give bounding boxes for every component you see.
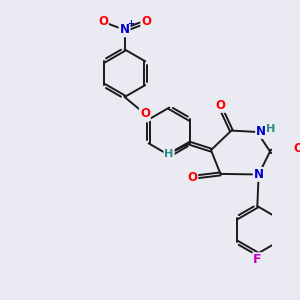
Text: +: + <box>127 20 134 28</box>
Text: O: O <box>140 107 150 120</box>
Text: N: N <box>256 125 266 138</box>
Text: H: H <box>266 124 276 134</box>
Text: O: O <box>293 142 300 155</box>
Text: O: O <box>187 172 197 184</box>
Text: O: O <box>98 15 108 28</box>
Text: F: F <box>253 253 262 266</box>
Text: H: H <box>164 149 174 159</box>
Text: O: O <box>215 99 226 112</box>
Text: N: N <box>254 168 264 181</box>
Text: O: O <box>141 15 151 28</box>
Text: N: N <box>120 23 130 36</box>
